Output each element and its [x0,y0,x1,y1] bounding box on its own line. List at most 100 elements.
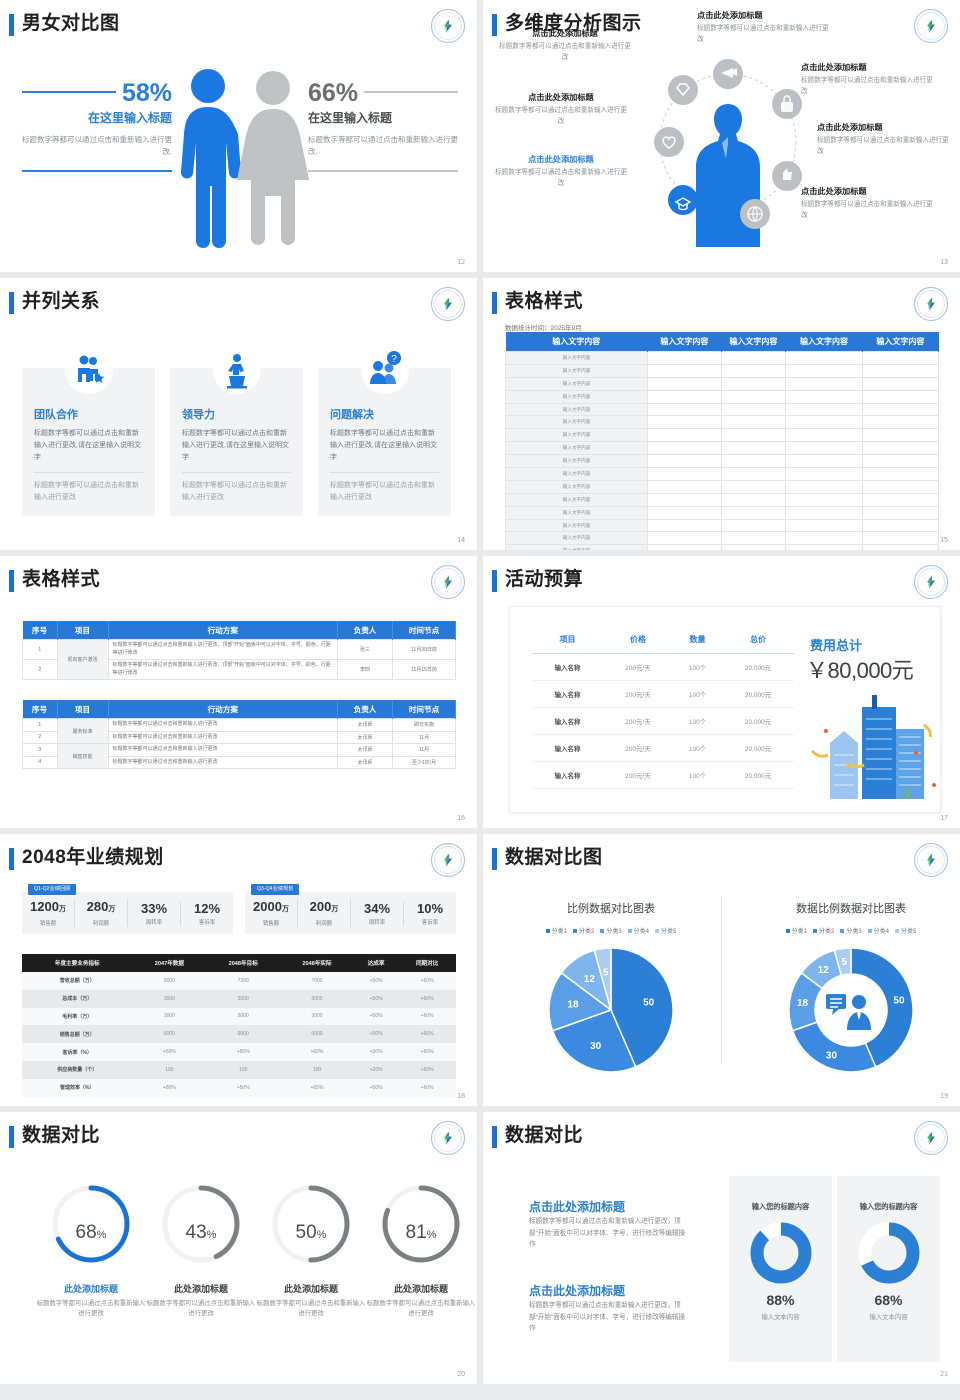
slide-18: 2048年业绩规划 Q1-Q2业绩回顾 1200万 销售额 280万 利润额 33% 周转… [0,834,477,1106]
logo-ring [434,290,462,318]
data-table[interactable]: 输入文字内容 输入文字内容 输入文字内容 输入文字内容 输入文字内容 输入文字内… [504,332,940,550]
donut-card-2[interactable]: 输入您的标题内容 68% 输入文本内容 [837,1176,940,1362]
multidim-item-5[interactable]: 点击此处添加标题 标题数字等都可以通过点击和重新输入进行更改 [801,62,933,97]
pie-slice[interactable] [850,947,914,1068]
kpi-value: 1200万 [30,899,66,914]
table-cell [647,467,722,481]
page-title: 男女对比图 [22,13,120,34]
legend-item: 分类1 [545,929,567,935]
parallel-card-3[interactable]: ? 问题解决 标题数字等都可以通过点击和重新输入进行更改,请在这里输入说明文字 … [318,346,451,516]
table-cell: 输入文字内容 [504,351,649,365]
pie-slice[interactable] [551,1009,637,1073]
slice-label: 50 [643,998,655,1009]
table-row: 输入文字内容 [504,492,940,507]
th-owner: 负责人 [337,700,393,719]
table-cell: +50% [353,1078,399,1097]
card-value: 88% [766,1292,795,1308]
title-accent-bar [9,848,14,870]
kpi-label: 周转率 [145,919,163,926]
table-cell [720,428,787,443]
multidim-item-1[interactable]: 点击此处添加标题 标题数字等都可以通过点击和重新输入进行更改 [499,28,631,63]
table-cell [720,441,787,456]
logo-bolt-icon [444,19,452,33]
table-cell [785,363,863,378]
pie-slice[interactable] [548,971,613,1032]
table-cell: 管理效率（%） [22,1078,133,1097]
gauge-item-3[interactable]: 50% 此处添加标题 标题数字等都可以通过点击和重新输入进行更改 [256,1174,366,1319]
multidim-item-4[interactable]: 点击此处添加标题 标题数字等都可以通过点击和重新输入进行更改 [697,10,829,45]
parallel-card-1[interactable]: 团队合作 标题数字等都可以通过点击和重新输入进行更改,请在这里输入说明文字 标题… [22,346,155,516]
table-cell: 3000 [280,989,354,1008]
performance-table[interactable]: 年度主要业务指标 2047年数据 2048年目标 2048年实际 达成率 同期对比 营收总… [22,954,456,1097]
table-cell [861,454,940,469]
table-cell: 3000 [132,989,207,1008]
gauge-item-4[interactable]: 81% 此处添加标题 标题数字等都可以通过点击和重新输入进行更改 [366,1174,476,1319]
pie-slice[interactable] [833,947,852,977]
table-row: 2 标题数字等都可以通过点击和重新输入进行更改，顶部“开始”面板中可以对字体、字… [22,659,456,680]
table-cell: 输入文字内容 [504,428,649,443]
logo-ring [917,290,945,318]
donut-card-1[interactable]: 输入您的标题内容 88% 输入文本内容 [729,1176,832,1362]
multidim-item-2[interactable]: 点击此处添加标题 标题数字等都可以通过点击和重新输入进行更改 [495,92,627,127]
table-cell: 6000 [132,972,207,990]
table-cell: +20% [353,1060,399,1079]
th-action: 行动方案 [108,621,338,640]
card-divider [34,472,143,473]
cell-qty: 100个 [673,680,723,708]
pie-chart-left[interactable]: 50 30 18 12 5 [541,940,681,1080]
cell-name: 输入名称 [532,680,603,708]
gauge-desc: 标题数字等都可以通过点击和重新输入进行更改 [366,1300,476,1317]
cell-action: 标题数字等都可以通过点击和重新输入进行更改，顶部“开始”面板中可以对字体、字号、… [107,639,338,660]
pie-slice[interactable] [593,947,612,1011]
table-row: 输入文字内容 [504,402,940,417]
action-table-1[interactable]: 序号 项目 行动方案 负责人 时间节点 1 现有客户激活 标题数字等都可以通过点… [22,621,456,680]
multidim-item-3[interactable]: 点击此处添加标题 标题数字等都可以通过点击和重新输入进行更改 [495,154,627,189]
item-body: 标题数字等都可以通过点击和重新输入进行更改 [801,77,933,95]
table-row: 输入文字内容 [504,441,940,456]
table-cell: 输入文字内容 [504,544,649,550]
table-cell: +50% [353,1007,399,1026]
table-row: 管理效率（%） +80% +50% +65% +50% +60% [22,1078,456,1097]
page-number: 18 [457,1093,465,1100]
legend-item: 分类5 [895,929,916,935]
table-cell [720,467,787,481]
multidim-item-6[interactable]: 点击此处添加标题 标题数字等都可以通过点击和重新输入进行更改 [817,122,949,157]
kpi-value: 34% [363,900,391,916]
legend-item: 分类3 [600,929,622,935]
table-cell: 营收总额（万） [22,972,133,990]
table-cell [861,351,940,365]
team-icon-badge [64,346,113,394]
card-value: 68% [874,1292,903,1308]
parallel-card-2[interactable]: 领导力 标题数字等都可以通过点击和重新输入进行更改,请在这里输入说明文字 标题数… [170,346,303,516]
cell-project: 现有客户激活 [56,639,109,680]
gauge-desc: 标题数字等都可以通过点击和重新输入进行更改 [146,1300,256,1317]
gauge-item-1[interactable]: 68% 此处添加标题 标题数字等都可以通过点击和重新输入进行更改 [36,1174,146,1319]
gauge-value: 81% [405,1222,437,1243]
cell-qty: 100个 [673,734,723,762]
item-body: 标题数字等都可以通过点击和重新输入进行更改 [495,169,627,187]
table-cell [861,415,940,430]
title-accent-bar [9,570,14,592]
card-title: 问题解决 [330,409,374,421]
table-cell [861,467,940,481]
logo-ring [917,846,945,874]
table-cell: +50% [353,1043,399,1061]
th-price: 价格 [602,633,673,654]
card-note: 标题数字等都可以通过点击和重新输入进行更改 [34,482,139,501]
card-body: 标题数字等都可以通过点击和重新输入进行更改,请在这里输入说明文字 [330,430,437,461]
female-stat-block: 66% 在这里输入标题 标题数字等都可以通过点击和重新输入进行更改. [308,76,458,172]
cell-time: 11月30日前 [392,639,456,660]
logo-bolt-icon [927,575,935,589]
budget-table[interactable]: 项目 价格 数量 总价 输入名称 200元/天 100个 20,000元 输入名称 200… [532,633,794,789]
table-cell: 输入文字内容 [504,518,649,533]
action-table-2[interactable]: 序号 项目 行动方案 负责人 时间节点 1 服务标准 标题数字等都可以通过点击和… [22,700,456,769]
multidim-item-7[interactable]: 点击此处添加标题 标题数字等都可以通过点击和重新输入进行更改 [801,186,933,221]
gauge-value: 68% [75,1222,107,1243]
donut-chart-right[interactable]: 50 30 18 12 5 [781,940,921,1080]
legend-item: 分类4 [627,929,649,935]
gauge-item-2[interactable]: 43% 此处添加标题 标题数字等都可以通过点击和重新输入进行更改 [146,1174,256,1319]
pie-slice[interactable] [610,947,674,1068]
table-cell: 输入文字内容 [504,531,649,546]
logo-ring [434,1124,462,1152]
card-sub: 输入文本内容 [869,1314,908,1321]
